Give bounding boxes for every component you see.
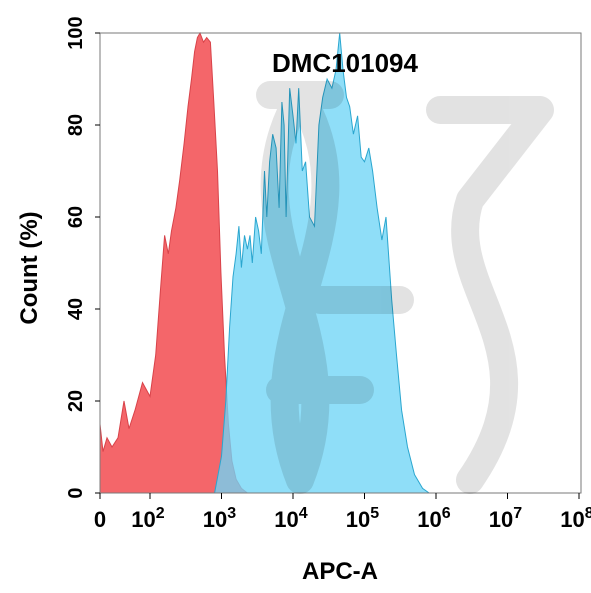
y-tick-label-0: 0 bbox=[65, 487, 87, 498]
x-tick-label-4: 105 bbox=[346, 505, 379, 532]
y-tick-label-80: 80 bbox=[65, 114, 87, 136]
x-tick-label-0: 0 bbox=[94, 507, 106, 532]
y-tick-label-40: 40 bbox=[65, 298, 87, 320]
series-1-area bbox=[99, 31, 249, 494]
watermark bbox=[256, 81, 554, 494]
y-tick-label-100: 100 bbox=[65, 16, 87, 49]
chart-title: DMC101094 bbox=[272, 48, 419, 78]
plot-frame bbox=[99, 32, 582, 494]
y-axis-title: Count (%) bbox=[16, 211, 43, 324]
x-tick-label-2: 103 bbox=[203, 505, 236, 532]
y-tick-label-60: 60 bbox=[65, 206, 87, 228]
x-tick-label-1: 102 bbox=[131, 505, 164, 532]
x-tick-label-5: 106 bbox=[417, 505, 450, 532]
x-tick-label-7: 108 bbox=[560, 505, 591, 532]
series-2-area bbox=[213, 32, 431, 494]
x-axis-title: APC-A bbox=[302, 558, 378, 585]
x-axis: 0 102 103 104 105 106 107 108 bbox=[94, 493, 591, 532]
x-tick-label-3: 104 bbox=[274, 505, 307, 532]
y-axis: 0 20 40 60 80 100 bbox=[65, 16, 100, 499]
plot-area bbox=[99, 31, 431, 494]
x-tick-label-6: 107 bbox=[489, 505, 522, 532]
y-tick-label-20: 20 bbox=[65, 390, 87, 412]
